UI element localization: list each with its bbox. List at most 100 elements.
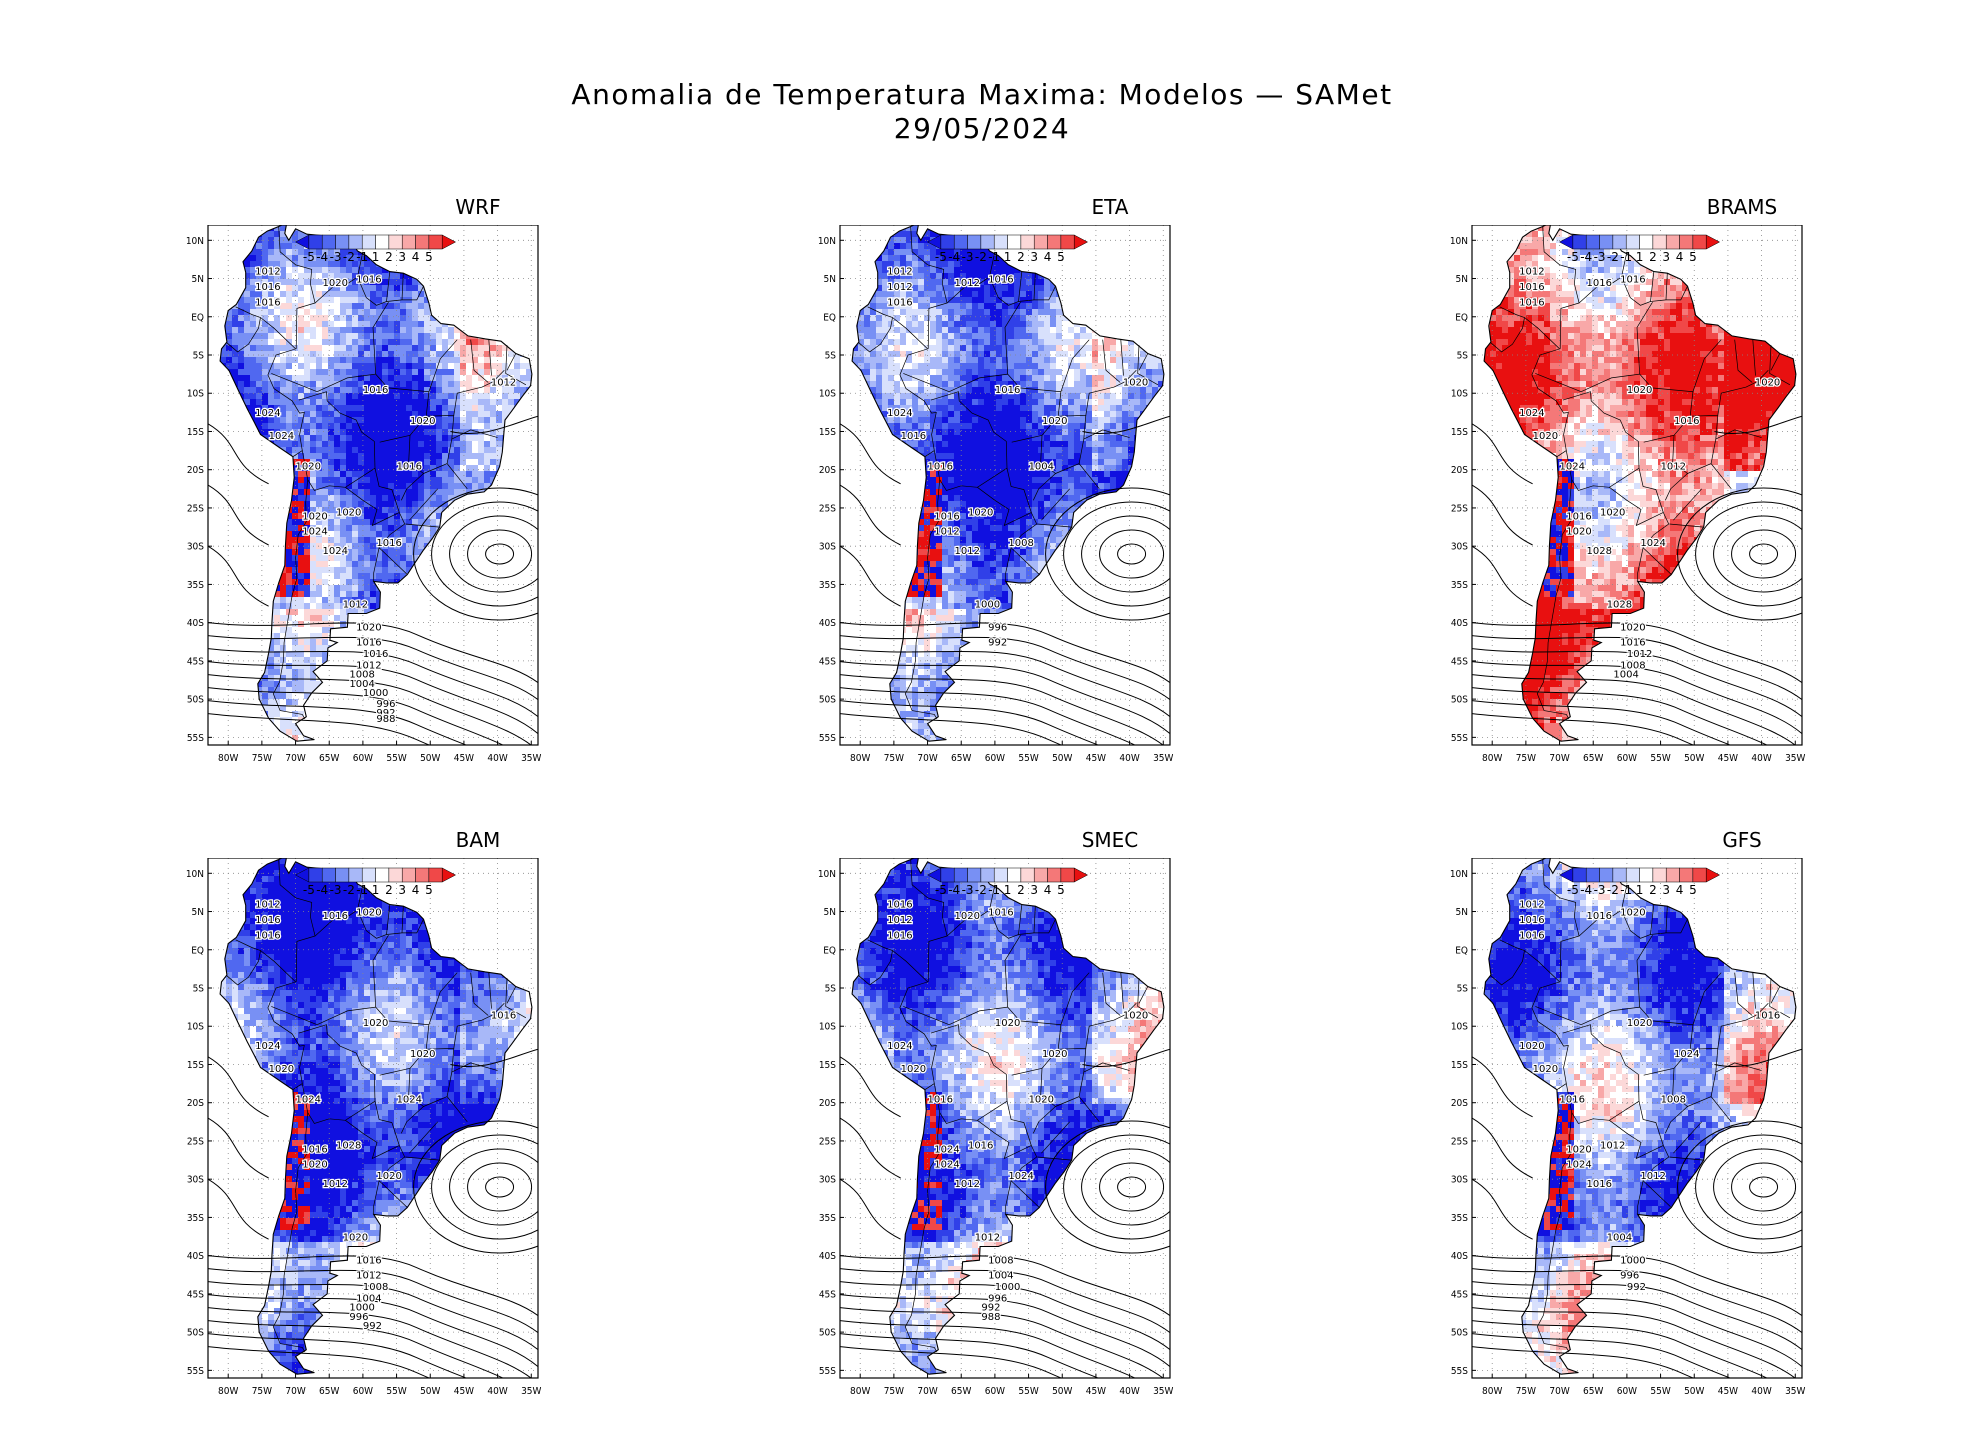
isobar-label: 1020 — [1533, 1064, 1558, 1075]
lat-tick-label: 50S — [187, 1328, 204, 1339]
isobar-label: 992 — [376, 708, 395, 719]
colorbar-label: 2 — [1649, 883, 1657, 897]
lat-tick-label: 55S — [819, 1366, 836, 1377]
map-frame — [1471, 858, 1803, 1379]
isobar-label: 1024 — [255, 1041, 280, 1052]
isobar-westerly — [1472, 674, 1796, 745]
lat-tick-label: 15S — [819, 427, 836, 438]
lat-tick-label: 10S — [1451, 389, 1468, 400]
coastline — [1483, 858, 1797, 1375]
colorbar-label: -4 — [316, 883, 328, 897]
lat-tick-label: EQ — [1455, 312, 1468, 323]
panel-smec: SMEC 1016 1012 1016 1020 1016 1020 1020 1020 1024… — [810, 828, 1410, 1408]
colorbar-label: 1 — [1636, 250, 1644, 264]
lon-tick-label: 70W — [1549, 753, 1569, 764]
isobar-label: 1020 — [901, 1064, 926, 1075]
lat-tick-label: 30S — [187, 1175, 204, 1186]
isobar-label: 1000 — [363, 688, 388, 699]
isobar-westerly — [1472, 648, 1802, 718]
isobar-label: 1004 — [1029, 462, 1054, 473]
isobar-label: 1012 — [356, 661, 381, 672]
lon-tick-label: 50W — [420, 753, 440, 764]
isobar-westerly — [1472, 1307, 1796, 1378]
isobar-label: 1016 — [1674, 416, 1699, 427]
isobar-label: 1016 — [988, 274, 1013, 285]
lat-tick-label: 5S — [193, 984, 205, 995]
lat-tick-label: 5N — [824, 907, 836, 918]
lon-tick-label: 60W — [353, 753, 373, 764]
lat-tick-label: 45S — [187, 656, 204, 667]
lon-tick-label: 45W — [454, 1386, 474, 1397]
lon-tick-label: 55W — [1650, 1386, 1670, 1397]
colorbar-label: -5 — [935, 250, 947, 264]
lat-tick-label: 5N — [1456, 907, 1468, 918]
isobar-westerly — [1472, 1333, 1732, 1378]
isobar-pacific — [208, 423, 269, 485]
isobar-label: 988 — [376, 714, 395, 725]
lon-tick-label: 75W — [1516, 1386, 1536, 1397]
isobar-high-center — [1081, 515, 1170, 593]
isobar-label: 1024 — [255, 408, 280, 419]
isobar-label: 1024 — [1566, 1160, 1591, 1171]
lon-tick-label: 60W — [985, 1386, 1005, 1397]
political-borders — [1490, 859, 1791, 1353]
isobar-westerly — [208, 635, 538, 701]
lat-tick-label: 10N — [1450, 869, 1468, 880]
colorbar-label: -2 — [343, 883, 355, 897]
colorbar-label: -3 — [962, 883, 974, 897]
isobar-high-center — [1677, 1120, 1802, 1254]
lat-tick-label: 5N — [192, 907, 204, 918]
colorbar-label: -5 — [1567, 250, 1579, 264]
lon-tick-label: 60W — [353, 1386, 373, 1397]
colorbar-label: 2 — [1017, 883, 1025, 897]
lon-tick-label: 75W — [884, 753, 904, 764]
isobar-westerly — [1472, 661, 1802, 735]
isobar-atlantic — [1714, 415, 1802, 435]
isobar-label: 1000 — [995, 1282, 1020, 1293]
isobar-label: 1024 — [887, 1041, 912, 1052]
lat-tick-label: 45S — [187, 1289, 204, 1300]
isobar-label: 1020 — [1627, 1018, 1652, 1029]
lon-tick-label: 70W — [917, 1386, 937, 1397]
lon-tick-label: 35W — [1153, 1386, 1173, 1397]
lat-tick-label: 25S — [1451, 1136, 1468, 1147]
isobar-label: 1024 — [296, 1095, 321, 1106]
isobar-label: 1016 — [928, 1095, 953, 1106]
lon-tick-label: 55W — [386, 1386, 406, 1397]
isobar-label: 1012 — [887, 267, 912, 278]
lat-tick-label: 15S — [1451, 1060, 1468, 1071]
lon-tick-label: 65W — [1583, 753, 1603, 764]
lon-tick-label: 35W — [1785, 753, 1805, 764]
colorbar-label: 2 — [1649, 250, 1657, 264]
colorbar: -5 -4 -3 -2 -1 1 2 3 4 5 — [295, 234, 457, 264]
isobar-label: 1012 — [1519, 900, 1544, 911]
colorbar-label: -5 — [935, 883, 947, 897]
isobar-label: 1012 — [343, 599, 368, 610]
lat-tick-label: 55S — [1451, 733, 1468, 744]
isobar-westerly — [840, 622, 1170, 684]
isobar-label: 1000 — [975, 599, 1000, 610]
lat-tick-label: 35S — [1451, 1213, 1468, 1224]
isobar-label: 1024 — [1560, 462, 1585, 473]
isobar-label: 1012 — [491, 378, 516, 389]
political-borders — [1490, 226, 1791, 720]
lat-tick-label: 25S — [819, 503, 836, 514]
isobar-label: 1028 — [1607, 599, 1632, 610]
isobar-high-center — [467, 1162, 533, 1212]
isobar-atlantic — [450, 415, 538, 435]
isobar-westerly — [208, 1320, 504, 1378]
lat-tick-label: 10S — [1451, 1022, 1468, 1033]
colorbar-label: -3 — [330, 883, 342, 897]
lon-tick-label: 35W — [1785, 1386, 1805, 1397]
isobar-high-center — [431, 501, 538, 607]
isobar-label: 1016 — [1519, 282, 1544, 293]
lon-tick-label: 55W — [386, 753, 406, 764]
isobar-label: 1020 — [356, 622, 381, 633]
isobar-label: 1016 — [255, 930, 280, 941]
lon-tick-label: 40W — [487, 1386, 507, 1397]
isobar-label: 1008 — [1620, 661, 1645, 672]
lat-tick-label: 55S — [819, 733, 836, 744]
lon-tick-label: 35W — [521, 753, 541, 764]
isobar-label: 1016 — [887, 930, 912, 941]
lat-tick-label: 15S — [187, 1060, 204, 1071]
